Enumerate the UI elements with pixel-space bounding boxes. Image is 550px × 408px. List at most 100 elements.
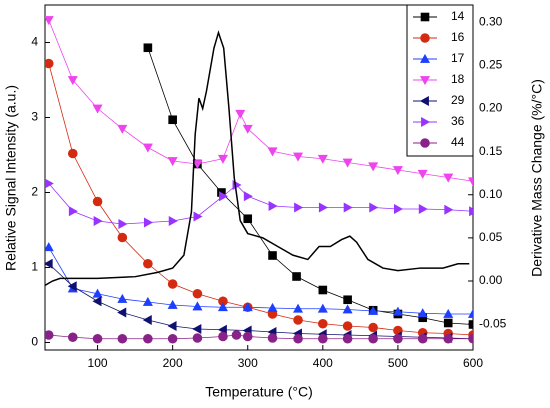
legend-label: 14 [451,9,465,23]
marker [92,104,103,114]
marker [93,215,103,227]
marker [68,206,78,217]
x-tick-label: 600 [463,356,483,370]
marker [45,178,54,189]
marker [117,293,128,303]
marker [342,304,353,314]
legend-label: 44 [451,135,465,149]
marker [192,333,203,343]
marker [394,203,404,215]
marker [118,218,128,230]
marker [267,333,278,343]
marker [419,95,429,107]
marker [242,124,253,134]
y2-tick-label: 0.15 [479,144,503,158]
marker [318,318,328,329]
marker [368,305,379,315]
marker [243,214,253,224]
y2-axis-title: Derivative Mass Change (%/°C) [529,79,545,277]
marker [167,320,177,332]
marker [420,138,430,148]
legend-label: 16 [451,30,465,44]
marker [467,177,473,187]
marker [417,169,428,179]
y2-tick-label: 0.25 [479,58,503,72]
marker [117,333,128,344]
marker [142,296,153,306]
x-tick-label: 300 [238,356,258,370]
marker [117,124,128,134]
marker [218,331,228,342]
marker [143,43,153,53]
x-tick-label: 200 [163,356,183,370]
marker [318,285,328,295]
marker [168,215,178,227]
marker [67,332,78,343]
marker [142,143,153,153]
series-line [48,247,473,315]
marker [168,115,177,125]
marker [417,308,428,318]
marker [342,333,353,344]
marker [294,202,304,213]
marker [143,217,153,228]
marker [443,318,453,328]
marker [417,333,428,344]
marker [242,331,253,342]
marker [267,302,278,312]
marker [192,323,202,335]
marker [368,322,378,333]
marker [317,154,328,164]
plot-area [45,16,473,344]
marker [318,333,328,344]
y2-tick-label: 0.00 [479,273,503,287]
marker [67,76,78,86]
marker [45,16,54,26]
derivative-line [45,30,470,286]
marker [293,152,304,162]
y2-tick-label: 0.10 [479,187,503,201]
marker [217,154,228,164]
marker [143,258,153,269]
y2-tick-label: 0.20 [479,101,503,115]
marker [92,333,103,344]
marker [444,204,454,215]
marker [167,299,178,309]
y-tick-label: 4 [31,35,38,49]
y-tick-label: 1 [31,260,38,274]
y-tick-label: 0 [31,335,38,349]
marker [421,116,431,128]
marker [268,200,278,212]
marker [192,288,203,299]
marker [420,12,430,22]
series-line [48,263,473,340]
marker [67,148,78,159]
y-tick-label: 2 [31,185,38,199]
marker [443,308,454,318]
marker [469,206,473,217]
legend-label: 17 [451,51,465,65]
marker [293,333,303,344]
marker [192,301,203,311]
marker [267,147,278,157]
marker [231,330,242,340]
marker [45,258,53,269]
legend-label: 18 [451,72,465,86]
marker [418,203,428,215]
marker [420,33,430,43]
x-tick-label: 100 [88,356,108,370]
y2-tick-label: 0.05 [479,230,503,244]
marker [419,76,431,86]
marker [217,302,228,312]
x-axis-title: Temperature (°C) [205,384,313,400]
x-tick-label: 400 [313,356,333,370]
series-line [48,183,473,225]
marker [392,306,403,316]
y2-tick-label: -0.05 [479,316,507,330]
marker [318,202,328,213]
marker [343,202,353,213]
marker [268,251,277,260]
marker [468,333,473,344]
y-tick-label: 3 [31,110,38,124]
